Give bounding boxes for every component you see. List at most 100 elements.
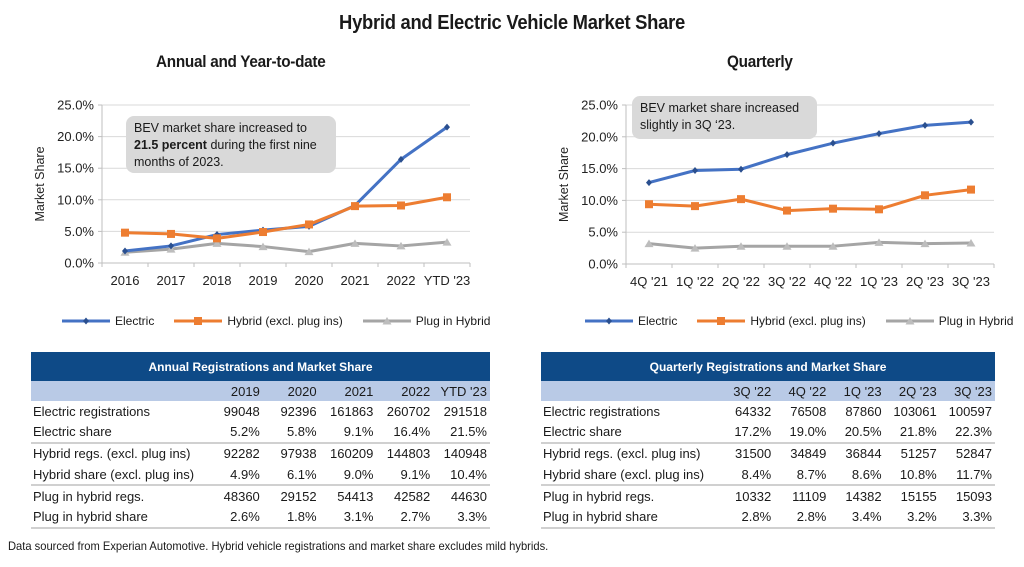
legend-label: Plug in Hybrid <box>938 314 1014 328</box>
legend-label: Plug in Hybrid <box>415 314 491 328</box>
data-point <box>121 228 129 237</box>
series-line <box>124 240 448 254</box>
series-plug-in-hybrid <box>120 238 452 256</box>
series-line <box>648 188 972 213</box>
legend-marker <box>83 317 89 325</box>
row-label: Plug in hybrid regs. <box>543 488 655 504</box>
table-cell: 5.2% <box>206 421 263 444</box>
x-tick-label: 2021 <box>341 273 370 288</box>
series-line <box>648 120 972 185</box>
legend-swatch-icon <box>362 317 411 325</box>
table-row: Plug in hybrid regs. 10332 11109 14382 15155… <box>541 485 995 506</box>
table-row: Electric registrations 99048 92396 161863 26… <box>31 401 490 421</box>
table-cell: 36844 <box>845 446 882 462</box>
table-cell: 10.4% <box>433 463 490 487</box>
table-cell: 44630 <box>450 488 487 504</box>
table-cell: 76508 <box>790 403 827 419</box>
legend-label: Electric <box>115 314 155 328</box>
table-cell: 10.8% <box>884 463 940 487</box>
x-tick-label: 2019 <box>249 273 278 288</box>
y-axis-label: Market Share <box>33 146 47 221</box>
data-point <box>444 123 450 131</box>
quarterly-registrations-table: Quarterly Registrations and Market Share… <box>541 352 995 529</box>
legend-marker <box>194 317 203 325</box>
table-cell: 21.8% <box>884 421 940 444</box>
table-row: Plug in hybrid share 2.6% 1.8% 3.1% 2.7% 3.3% <box>31 506 490 529</box>
series-plug-in-hybrid <box>644 238 976 252</box>
table-row: Hybrid share (excl. plug ins) 4.9% 6.1% 9.0… <box>31 463 490 487</box>
data-point <box>442 238 452 246</box>
column-header: 2019 <box>206 381 263 401</box>
data-point <box>828 242 838 250</box>
legend-marker <box>606 317 612 325</box>
x-tick-label: 3Q '23 <box>952 274 990 289</box>
table-cell: 11109 <box>792 488 827 504</box>
annual-annotation-text-end: during the first nine months of 2023. <box>134 138 317 169</box>
y-tick-label: 20.0% <box>57 129 94 144</box>
table-cell: 9.1% <box>319 421 377 444</box>
data-point <box>967 185 975 194</box>
table-title: Quarterly Registrations and Market Share <box>541 352 995 381</box>
page-title: Hybrid and Electric Vehicle Market Share <box>339 12 685 34</box>
table-cell: 5.8% <box>262 421 320 444</box>
annual-registrations-table: Annual Registrations and Market Share 201… <box>31 352 490 529</box>
table-cell: 103061 <box>893 403 937 419</box>
column-header: 2020 <box>262 381 320 401</box>
data-point <box>212 239 222 247</box>
legend-item: Plug in Hybrid <box>361 314 491 328</box>
table-cell: 291518 <box>443 403 487 419</box>
annual-annotation-highlight: 21.5 percent <box>134 138 207 152</box>
table-row: Hybrid regs. (excl. plug ins) 31500 34849 3… <box>541 443 995 464</box>
data-point <box>875 205 883 214</box>
table-cell: 92282 <box>223 446 260 462</box>
row-label: Hybrid regs. (excl. plug ins) <box>33 446 191 462</box>
row-label: Electric share <box>31 421 206 444</box>
table-cell: 144803 <box>386 446 431 462</box>
x-tick-label: 2016 <box>111 273 140 288</box>
annual-annotation: BEV market share increased to 21.5 perce… <box>126 116 336 173</box>
source-footnote: Data sourced from Experian Automotive. H… <box>8 539 549 553</box>
data-point <box>920 239 930 248</box>
annual-annotation-text: BEV market share increased to <box>134 121 307 135</box>
x-tick-label: 1Q '22 <box>676 274 714 289</box>
annual-chart-title: Annual and Year-to-date <box>156 52 326 71</box>
header-cell-empty <box>541 381 719 401</box>
legend-swatch-icon <box>62 317 110 325</box>
table-cell: 99048 <box>223 403 260 419</box>
data-point <box>876 130 882 138</box>
table-cell: 34849 <box>790 446 827 462</box>
data-point <box>921 191 929 200</box>
y-tick-label: 5.0% <box>588 225 618 240</box>
table-cell: 3.3% <box>939 506 995 529</box>
table-cell: 87860 <box>845 403 882 419</box>
table-cell: 1.8% <box>262 506 320 529</box>
data-point <box>738 165 744 173</box>
row-label: Hybrid share (excl. plug ins) <box>31 463 206 487</box>
series-electric <box>646 118 974 187</box>
table-cell: 14382 <box>845 488 882 504</box>
table-cell: 3.1% <box>319 506 377 529</box>
table-row: Plug in hybrid regs. 48360 29152 54413 42582… <box>31 485 490 506</box>
table-cell: 54413 <box>337 488 374 504</box>
column-header: YTD '23 <box>433 381 490 401</box>
row-label: Hybrid regs. (excl. plug ins) <box>543 446 701 462</box>
data-point <box>396 241 406 250</box>
table-cell: 51257 <box>900 446 937 462</box>
column-header: 3Q '23 <box>939 381 995 401</box>
table-row: Electric share 17.2% 19.0% 20.5% 21.8% 22.3% <box>541 421 995 444</box>
legend-swatch-icon <box>174 317 223 325</box>
table-cell: 100597 <box>948 403 992 419</box>
series-line <box>648 240 972 250</box>
data-point <box>258 242 268 251</box>
data-point <box>168 242 174 250</box>
table-title: Annual Registrations and Market Share <box>31 352 490 381</box>
row-label: Plug in hybrid regs. <box>33 488 145 504</box>
data-point <box>397 201 405 210</box>
table-cell: 52847 <box>955 446 992 462</box>
data-point <box>122 247 128 255</box>
table-row: Electric share 5.2% 5.8% 9.1% 16.4% 21.5% <box>31 421 490 444</box>
column-header: 2022 <box>376 381 434 401</box>
column-header: 2021 <box>319 381 377 401</box>
table-cell: 16.4% <box>376 421 434 444</box>
